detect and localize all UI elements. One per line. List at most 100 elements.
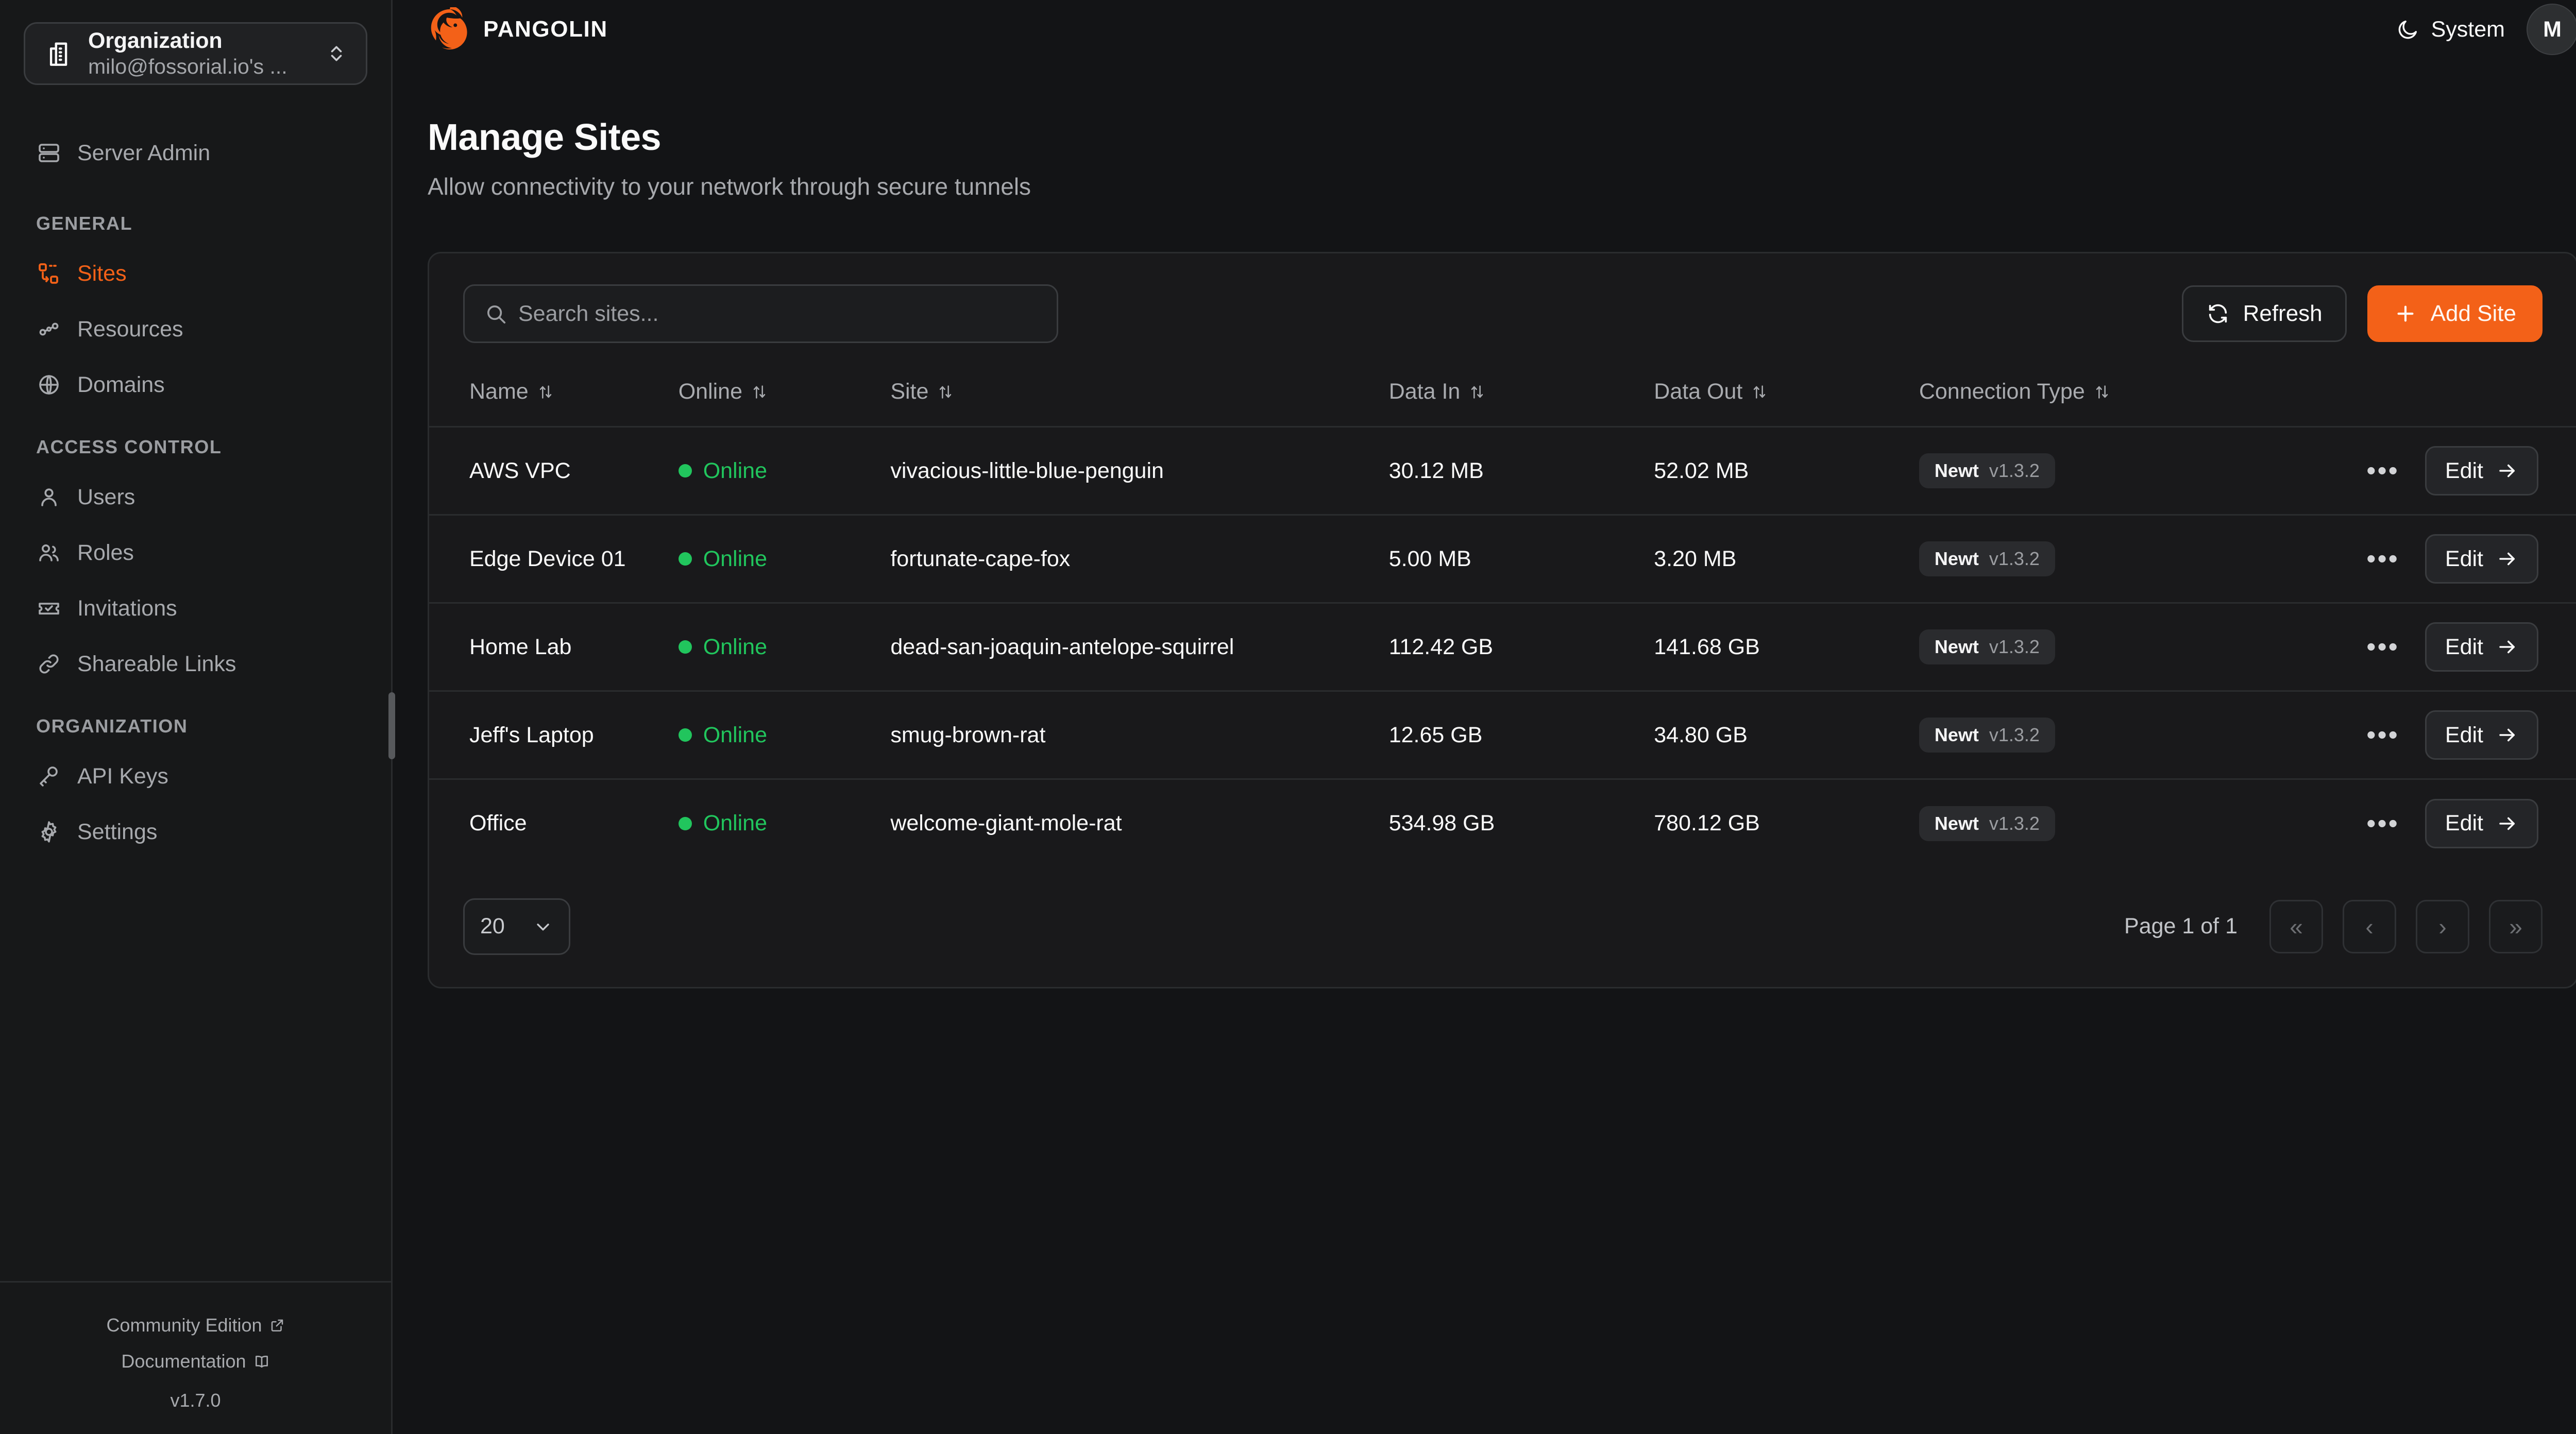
cell-name: Home Lab <box>469 634 572 659</box>
sidebar-item-label: Roles <box>77 540 134 565</box>
ticket-check-icon <box>36 595 62 621</box>
edit-button[interactable]: Edit <box>2425 446 2538 496</box>
connection-version: v1.3.2 <box>1989 724 2040 746</box>
column-header-connection-type[interactable]: Connection Type <box>1919 366 2259 427</box>
sidebar-group-access-control: ACCESS CONTROL <box>36 436 222 457</box>
organization-text: Organization milo@fossorial.io's ... <box>88 28 312 79</box>
sidebar-item-domains[interactable]: Domains <box>0 357 391 413</box>
sidebar-item-label: Sites <box>77 261 127 286</box>
column-label: Online <box>678 379 742 404</box>
next-page-button[interactable]: › <box>2416 899 2469 953</box>
cell-online: Online <box>678 515 891 603</box>
column-header-data-out[interactable]: Data Out <box>1654 366 1919 427</box>
row-more-menu-icon[interactable]: ••• <box>2366 455 2399 486</box>
search-input[interactable] <box>463 284 1058 344</box>
sidebar-item-api-keys[interactable]: API Keys <box>0 748 391 804</box>
brand[interactable]: PANGOLIN <box>428 7 608 52</box>
sidebar-item-roles[interactable]: Roles <box>0 525 391 581</box>
documentation-label: Documentation <box>121 1351 246 1372</box>
add-site-button[interactable]: Add Site <box>2367 285 2543 343</box>
table-row[interactable]: Office Online welcome-giant-mole-rat 534… <box>429 779 2576 867</box>
pangolin-logo-icon <box>428 7 472 52</box>
status-badge: Online <box>703 634 767 659</box>
cell-data-in: 534.98 GB <box>1388 811 1495 836</box>
sort-icon <box>537 383 554 401</box>
cell-name: AWS VPC <box>469 458 571 483</box>
table-row[interactable]: Home Lab Online dead-san-joaquin-antelop… <box>429 603 2576 691</box>
link-icon <box>36 651 62 677</box>
pagination: 20 Page 1 of 1 « ‹ › » <box>429 867 2576 987</box>
row-more-menu-icon[interactable]: ••• <box>2366 808 2399 839</box>
prev-page-button[interactable]: ‹ <box>2343 899 2396 953</box>
sidebar-item-settings[interactable]: Settings <box>0 804 391 860</box>
community-edition-link[interactable]: Community Edition <box>0 1307 391 1343</box>
table-row[interactable]: AWS VPC Online vivacious-little-blue-pen… <box>429 426 2576 515</box>
pagination-controls: Page 1 of 1 « ‹ › » <box>2124 899 2543 953</box>
column-header-online[interactable]: Online <box>679 366 891 427</box>
organization-title: Organization <box>88 28 223 54</box>
page-indicator: Page 1 of 1 <box>2124 914 2238 939</box>
column-header-name[interactable]: Name <box>429 366 679 427</box>
cell-name: Office <box>469 811 527 836</box>
refresh-icon <box>2206 302 2230 326</box>
cell-site: welcome-giant-mole-rat <box>890 811 1122 836</box>
status-badge: Online <box>703 811 767 836</box>
sidebar-item-label: Invitations <box>77 595 177 621</box>
table-row[interactable]: Edge Device 01 Online fortunate-cape-fox… <box>429 515 2576 603</box>
sidebar-nav: Server Admin GENERAL Sites <box>0 85 391 1281</box>
page-size-value: 20 <box>480 914 505 939</box>
sidebar-item-sites[interactable]: Sites <box>0 246 391 301</box>
cell-site: smug-brown-rat <box>890 722 1046 747</box>
edit-button[interactable]: Edit <box>2425 710 2538 760</box>
edit-button[interactable]: Edit <box>2425 622 2538 672</box>
column-label: Name <box>469 379 529 404</box>
sidebar-item-resources[interactable]: Resources <box>0 301 391 357</box>
documentation-link[interactable]: Documentation <box>0 1343 391 1379</box>
avatar[interactable]: M <box>2527 4 2576 55</box>
cell-connection-type: Newt v1.3.2 <box>1919 779 2259 867</box>
page-title: Manage Sites <box>428 117 662 158</box>
status-dot <box>678 640 692 654</box>
cell-name: Jeff's Laptop <box>469 722 594 747</box>
sidebar-item-shareable-links[interactable]: Shareable Links <box>0 636 391 692</box>
sidebar-resize-handle[interactable] <box>388 692 395 759</box>
last-page-button[interactable]: » <box>2489 899 2543 953</box>
column-header-site[interactable]: Site <box>890 366 1388 427</box>
sidebar-item-label: Settings <box>77 819 158 844</box>
cell-data-out: 141.68 GB <box>1654 634 1760 659</box>
sidebar-item-server-admin[interactable]: Server Admin <box>0 125 391 181</box>
cell-data-out: 52.02 MB <box>1654 458 1749 483</box>
row-more-menu-icon[interactable]: ••• <box>2366 543 2399 574</box>
cell-site: vivacious-little-blue-penguin <box>890 458 1164 483</box>
search-icon <box>484 302 507 326</box>
refresh-button[interactable]: Refresh <box>2181 285 2347 343</box>
refresh-label: Refresh <box>2243 301 2323 327</box>
edit-button[interactable]: Edit <box>2425 534 2538 584</box>
sidebar-item-label: Resources <box>77 316 183 342</box>
server-icon <box>36 140 62 166</box>
connection-type-label: Newt <box>1934 724 1979 746</box>
organization-subtitle: milo@fossorial.io's ... <box>88 54 287 78</box>
page-size-select[interactable]: 20 <box>463 898 570 955</box>
sidebar-item-label: Users <box>77 484 135 509</box>
table-row[interactable]: Jeff's Laptop Online smug-brown-rat 12.6… <box>429 691 2576 779</box>
status-badge: Online <box>703 546 767 571</box>
row-more-menu-icon[interactable]: ••• <box>2366 720 2399 750</box>
chevron-up-down-icon <box>326 39 347 68</box>
first-page-button[interactable]: « <box>2269 899 2323 953</box>
theme-toggle[interactable]: System <box>2396 17 2505 42</box>
organization-switcher[interactable]: Organization milo@fossorial.io's ... <box>24 22 367 85</box>
row-more-menu-icon[interactable]: ••• <box>2366 631 2399 662</box>
edit-button[interactable]: Edit <box>2425 798 2538 848</box>
sidebar-item-users[interactable]: Users <box>0 469 391 525</box>
sidebar-item-label: Domains <box>77 372 165 397</box>
column-header-data-in[interactable]: Data In <box>1389 366 1654 427</box>
sidebar: Organization milo@fossorial.io's ... Ser… <box>0 0 395 1434</box>
column-label: Data Out <box>1654 379 1743 404</box>
chevron-down-icon <box>533 916 553 937</box>
topbar: PANGOLIN System M <box>393 0 2576 59</box>
toolbar-actions: Refresh Add Site <box>2181 285 2543 343</box>
column-label: Site <box>890 379 929 404</box>
sidebar-item-invitations[interactable]: Invitations <box>0 581 391 636</box>
arrow-right-icon <box>2497 813 2518 834</box>
